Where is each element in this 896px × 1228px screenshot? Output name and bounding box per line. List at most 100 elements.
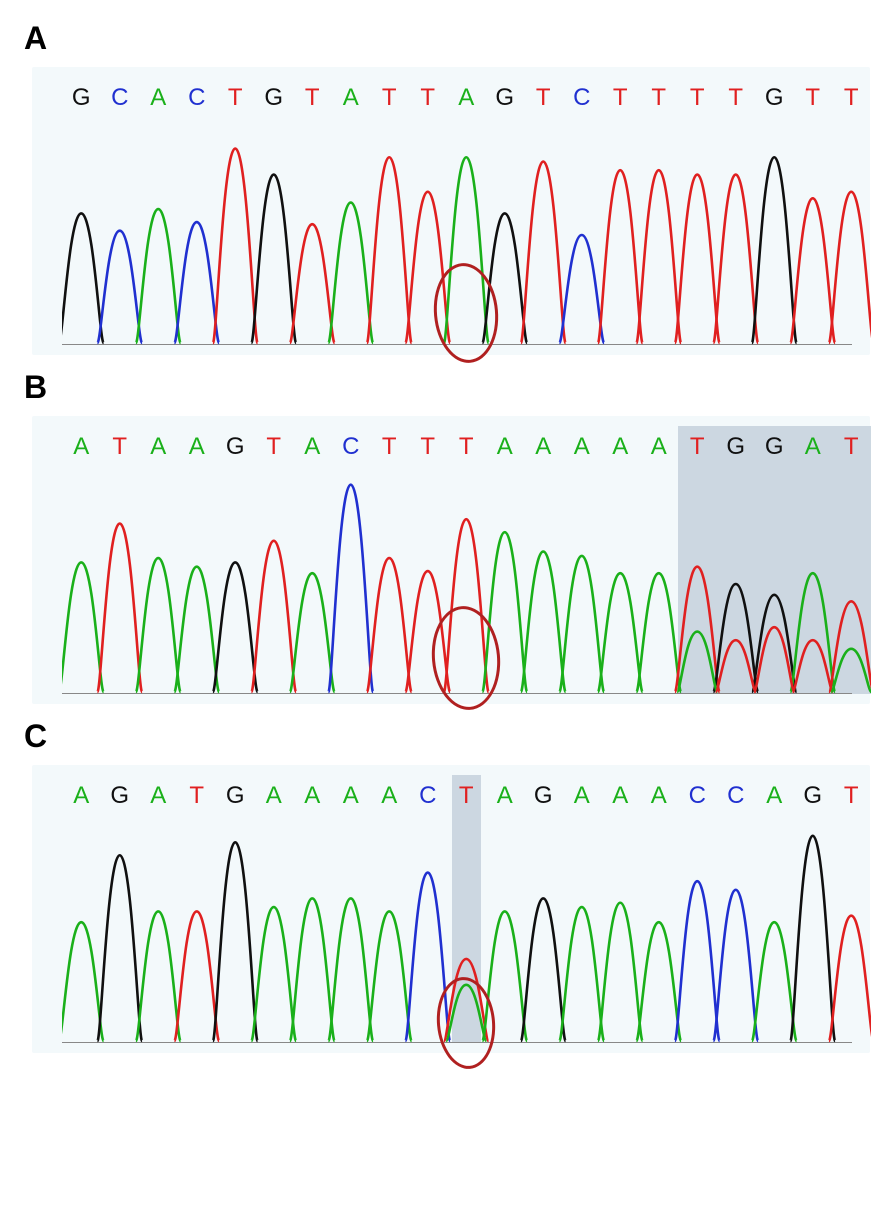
base-letter: C xyxy=(563,84,602,112)
trace-extra-peak xyxy=(677,632,717,692)
trace-peak xyxy=(174,222,219,343)
trace-peak xyxy=(213,842,258,1041)
panel-label: A xyxy=(24,20,876,57)
trace-peak xyxy=(97,855,142,1041)
trace-extra-peak xyxy=(793,640,833,692)
trace-peak xyxy=(829,192,871,343)
base-letter: A xyxy=(62,433,101,461)
base-letter: A xyxy=(601,782,640,810)
trace-peak xyxy=(521,552,566,692)
base-letter: T xyxy=(293,84,332,112)
base-letter: G xyxy=(794,782,833,810)
trace-peak xyxy=(174,567,219,692)
trace-area xyxy=(62,125,852,345)
trace-area xyxy=(62,823,852,1043)
base-letter: G xyxy=(216,782,255,810)
trace-peak xyxy=(251,541,296,692)
base-letter: T xyxy=(678,433,717,461)
panel-b: BATAAGTACTTTAAAAATGGAT xyxy=(20,369,876,704)
trace-peak xyxy=(251,907,296,1041)
trace-peak xyxy=(328,485,373,692)
trace-peak xyxy=(559,907,604,1041)
trace-peak xyxy=(97,524,142,692)
base-letter: G xyxy=(486,84,525,112)
sequence-row: AGATGAAAACTAGAAACCAGT xyxy=(62,779,852,813)
base-letter: C xyxy=(678,782,717,810)
base-letter: T xyxy=(255,433,294,461)
trace-peak xyxy=(829,916,871,1041)
base-letter: G xyxy=(255,84,294,112)
base-letter: A xyxy=(601,433,640,461)
base-letter: G xyxy=(216,433,255,461)
trace-extra-peak xyxy=(716,640,756,692)
panel-label: C xyxy=(24,718,876,755)
trace-area xyxy=(62,474,852,694)
trace-peak xyxy=(136,209,181,343)
base-letter: T xyxy=(678,84,717,112)
base-letter: A xyxy=(486,782,525,810)
trace-peak xyxy=(598,170,643,343)
base-letter: A xyxy=(447,84,486,112)
base-letter: T xyxy=(794,84,833,112)
trace-peak xyxy=(136,911,181,1041)
base-letter: A xyxy=(563,782,602,810)
base-letter: A xyxy=(62,782,101,810)
trace-peak xyxy=(675,881,720,1041)
trace-peak xyxy=(367,911,412,1041)
base-letter: T xyxy=(832,782,871,810)
trace-peak xyxy=(636,573,681,692)
base-letter: A xyxy=(563,433,602,461)
base-letter: C xyxy=(717,782,756,810)
base-letter: A xyxy=(640,433,679,461)
base-letter: A xyxy=(755,782,794,810)
base-letter: A xyxy=(139,782,178,810)
sequencing-figure: AGCACTGTATTAGTCTTTTGTTBATAAGTACTTTAAAAAT… xyxy=(0,0,896,1228)
base-letter: T xyxy=(832,433,871,461)
base-letter: C xyxy=(178,84,217,112)
base-letter: T xyxy=(717,84,756,112)
base-letter: A xyxy=(293,433,332,461)
base-letter: A xyxy=(486,433,525,461)
trace-peak xyxy=(752,157,797,343)
trace-peak xyxy=(790,836,835,1041)
panel-a: AGCACTGTATTAGTCTTTTGTT xyxy=(20,20,876,355)
panel-c: CAGATGAAAACTAGAAACCAGT xyxy=(20,718,876,1053)
base-letter: T xyxy=(447,433,486,461)
base-letter: T xyxy=(370,433,409,461)
trace-peak xyxy=(97,231,142,343)
trace-peak xyxy=(367,558,412,692)
base-letter: A xyxy=(332,84,371,112)
trace-peak xyxy=(328,898,373,1041)
trace-peak xyxy=(290,898,335,1041)
base-letter: G xyxy=(755,84,794,112)
base-letter: G xyxy=(62,84,101,112)
trace-peak xyxy=(713,890,758,1041)
base-letter: T xyxy=(832,84,871,112)
base-letter: T xyxy=(601,84,640,112)
base-letter: T xyxy=(370,84,409,112)
trace-peak xyxy=(559,556,604,692)
base-letter: A xyxy=(255,782,294,810)
base-letter: A xyxy=(293,782,332,810)
trace-peak xyxy=(251,175,296,343)
trace-peak xyxy=(213,149,258,343)
trace-peak xyxy=(328,203,373,343)
trace-peak xyxy=(290,224,335,343)
trace-peak xyxy=(790,198,835,343)
base-letter: A xyxy=(178,433,217,461)
trace-peak xyxy=(62,922,104,1041)
base-letter: T xyxy=(640,84,679,112)
base-letter: C xyxy=(409,782,448,810)
base-letter: A xyxy=(794,433,833,461)
base-letter: A xyxy=(640,782,679,810)
base-letter: G xyxy=(524,782,563,810)
base-letter: T xyxy=(101,433,140,461)
base-letter: T xyxy=(524,84,563,112)
trace-peak xyxy=(521,162,566,343)
base-letter: A xyxy=(524,433,563,461)
trace-peak xyxy=(752,922,797,1041)
chromatogram: ATAAGTACTTTAAAAATGGAT xyxy=(32,416,870,704)
base-letter: G xyxy=(101,782,140,810)
trace-peak xyxy=(598,903,643,1041)
base-letter: C xyxy=(101,84,140,112)
